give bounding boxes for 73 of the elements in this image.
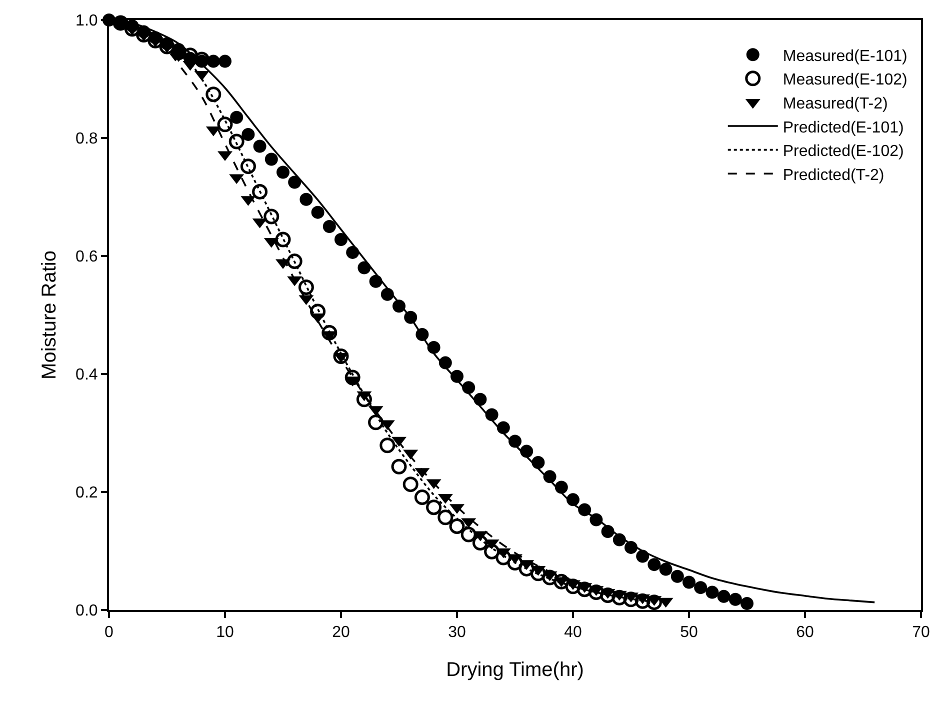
y-tick-label: 1.0 [76,12,98,30]
x-tick-label: 70 [912,624,930,642]
x-tick-label: 40 [564,624,582,642]
point [380,438,396,454]
point [276,166,290,179]
point [449,518,465,534]
point [358,261,371,274]
point [275,232,291,248]
point [334,232,348,246]
y-tick-label: 0.8 [76,130,98,148]
legend-label: Measured(T-2) [782,95,888,112]
legend-label: Predicted(E-101) [782,119,904,136]
point [344,370,360,386]
point [310,304,326,320]
point [706,586,719,599]
point [322,220,336,233]
point [356,392,372,408]
point [728,592,742,606]
legend-label: Predicted(E-102) [782,143,904,160]
point [368,414,384,430]
point [242,128,255,141]
point [322,324,338,340]
point [218,54,232,68]
point [576,582,592,598]
point [194,52,210,68]
y-tick-label: 0.6 [76,248,98,266]
x-tick-label: 30 [448,624,466,642]
point [694,581,708,594]
point [264,208,280,224]
legend-label: Measured(E-101) [782,48,908,65]
point [311,206,324,219]
point [253,140,266,153]
point [740,597,754,610]
point [414,490,430,506]
x-tick-label: 10 [216,624,234,642]
point [346,246,360,259]
x-tick-label: 50 [680,624,698,642]
y-tick-label: 0.4 [76,366,98,384]
point [217,116,233,132]
point [402,476,418,492]
point [333,348,349,364]
point [670,570,684,583]
point [472,534,488,550]
point [252,184,268,200]
point [438,510,454,526]
point [228,134,244,150]
point [426,500,442,516]
point [286,254,302,270]
x-tick-label: 20 [332,624,350,642]
point [300,192,313,206]
point [460,526,476,542]
point [391,458,407,474]
point [206,86,222,102]
point [682,576,696,589]
point [648,558,661,572]
x-tick-label: 60 [796,624,814,642]
point [288,176,302,189]
point [230,110,244,124]
point [646,594,662,610]
legend-label: Predicted(T-2) [782,166,884,184]
point [659,562,672,576]
point [240,158,256,174]
point [298,280,314,296]
point [717,590,730,603]
point [264,152,278,166]
point [554,574,570,590]
legend-label: Measured(E-102) [782,72,908,89]
x-axis-title: Drying Time(hr) [446,659,584,682]
point [484,544,500,560]
y-tick-label: 0.2 [76,484,98,502]
y-axis-title: Moisture Ratio [38,250,61,380]
x-tick-label: 0 [104,624,114,642]
y-tick-label: 0.0 [76,602,98,620]
